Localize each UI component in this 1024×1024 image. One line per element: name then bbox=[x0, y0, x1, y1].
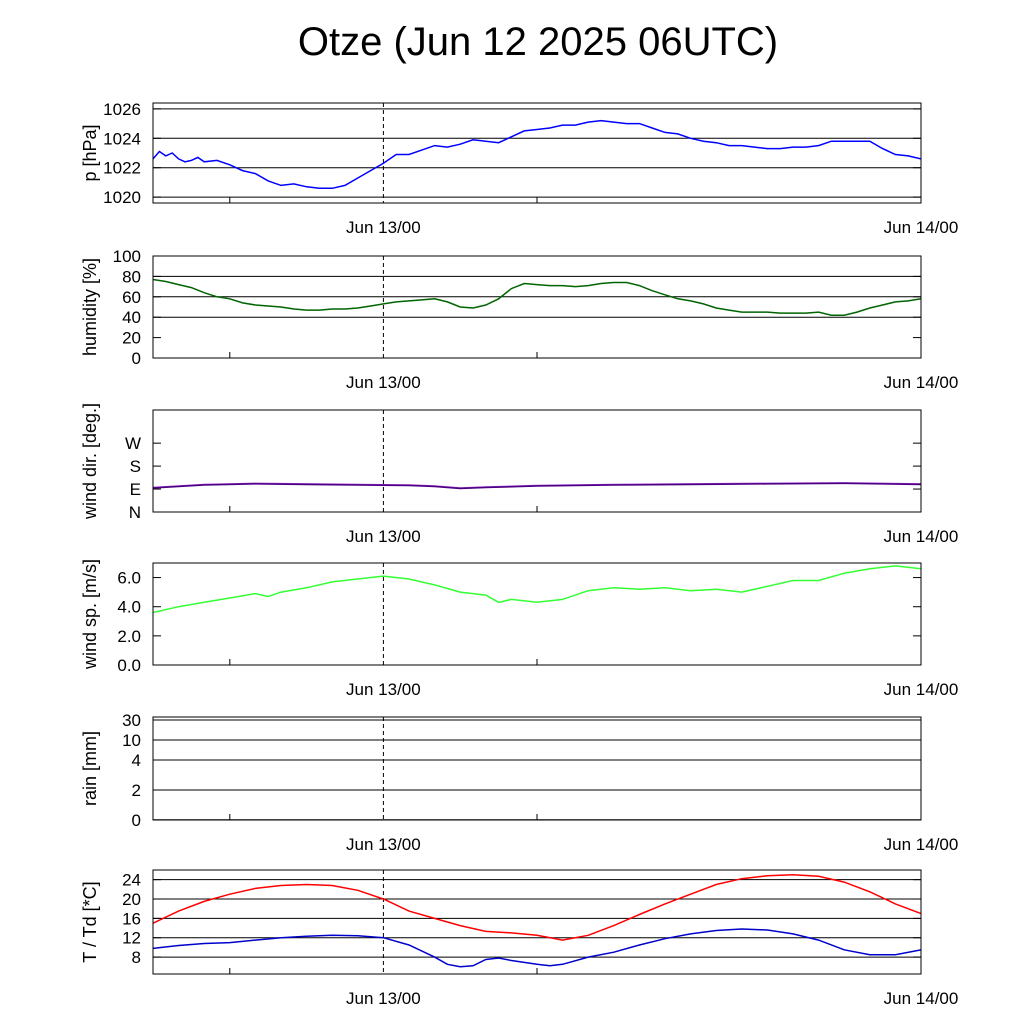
series-line bbox=[153, 119, 921, 190]
x-tick-label: Jun 13/00 bbox=[346, 680, 421, 699]
x-tick-label: Jun 14/00 bbox=[884, 989, 959, 1008]
x-tick-label: Jun 13/00 bbox=[346, 989, 421, 1008]
x-tick-label: Jun 13/00 bbox=[346, 835, 421, 854]
y-tick-label: 4.0 bbox=[117, 598, 141, 617]
y-tick-label: N bbox=[129, 503, 141, 522]
y-tick-label: 1022 bbox=[103, 159, 141, 178]
y-axis-label: T / Td [*C] bbox=[80, 881, 100, 962]
y-tick-label: 10 bbox=[122, 731, 141, 750]
x-tick-label: Jun 14/00 bbox=[884, 680, 959, 699]
y-axis-label: humidity [%] bbox=[80, 258, 100, 356]
y-tick-label: 0 bbox=[132, 349, 141, 368]
panel-frame bbox=[152, 255, 922, 359]
series-line bbox=[153, 565, 921, 614]
series-line bbox=[153, 928, 921, 968]
panel-frame bbox=[152, 562, 922, 666]
y-tick-label: 12 bbox=[122, 929, 141, 948]
y-tick-label: E bbox=[130, 480, 141, 499]
y-tick-label: 40 bbox=[122, 308, 141, 327]
y-axis-label: wind sp. [m/s] bbox=[80, 559, 100, 670]
y-tick-label: 4 bbox=[132, 751, 141, 770]
y-tick-label: 0 bbox=[132, 811, 141, 830]
y-tick-label: 1020 bbox=[103, 188, 141, 207]
y-tick-label: 2.0 bbox=[117, 627, 141, 646]
x-tick-label: Jun 14/00 bbox=[884, 527, 959, 546]
y-tick-label: 1024 bbox=[103, 129, 141, 148]
series-line bbox=[153, 278, 921, 316]
y-tick-label: 0.0 bbox=[117, 656, 141, 675]
y-tick-label: 8 bbox=[132, 948, 141, 967]
series-line bbox=[153, 874, 921, 941]
y-tick-label: W bbox=[125, 434, 141, 453]
y-tick-label: 80 bbox=[122, 267, 141, 286]
panel-frame bbox=[152, 869, 922, 975]
panel-frame bbox=[152, 102, 922, 204]
chart-title: Otze (Jun 12 2025 06UTC) bbox=[297, 20, 779, 64]
x-tick-label: Jun 13/00 bbox=[346, 373, 421, 392]
y-axis-label: rain [mm] bbox=[80, 731, 100, 806]
y-tick-label: 20 bbox=[122, 890, 141, 909]
x-tick-label: Jun 13/00 bbox=[346, 218, 421, 237]
y-axis-label: p [hPa] bbox=[80, 124, 100, 181]
x-tick-label: Jun 14/00 bbox=[884, 373, 959, 392]
y-tick-label: 1026 bbox=[103, 100, 141, 119]
y-tick-label: 24 bbox=[122, 871, 141, 890]
panel-frame bbox=[152, 716, 922, 821]
y-axis-label: wind dir. [deg.] bbox=[80, 403, 100, 520]
x-tick-label: Jun 14/00 bbox=[884, 218, 959, 237]
x-tick-label: Jun 13/00 bbox=[346, 527, 421, 546]
panel-frame bbox=[152, 409, 922, 513]
y-tick-label: 30 bbox=[122, 711, 141, 730]
y-tick-label: 2 bbox=[132, 781, 141, 800]
x-tick-label: Jun 14/00 bbox=[884, 835, 959, 854]
y-tick-label: S bbox=[130, 457, 141, 476]
y-tick-label: 6.0 bbox=[117, 569, 141, 588]
y-tick-label: 20 bbox=[122, 329, 141, 348]
y-tick-label: 60 bbox=[122, 288, 141, 307]
y-tick-label: 16 bbox=[122, 909, 141, 928]
series-line bbox=[153, 482, 921, 490]
y-tick-label: 100 bbox=[113, 247, 141, 266]
